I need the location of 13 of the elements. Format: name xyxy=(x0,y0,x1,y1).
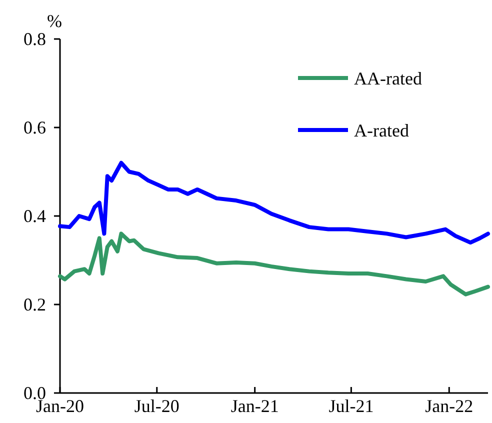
line-series xyxy=(58,232,490,296)
line-series xyxy=(58,160,490,245)
x-tick-label: Jul-20 xyxy=(134,396,180,416)
legend-label: AA-rated xyxy=(354,68,422,88)
y-tick-label: 0.8 xyxy=(24,28,46,49)
y-axis-title: % xyxy=(47,11,62,31)
x-tick-label: Jan-22 xyxy=(425,396,474,416)
y-tick-label: 0.6 xyxy=(24,117,46,138)
y-tick-label: 0.4 xyxy=(24,206,46,226)
x-tick-label: Jan-21 xyxy=(230,396,279,416)
x-tick-label: Jul-21 xyxy=(328,396,374,416)
y-tick-label: 0.2 xyxy=(24,294,46,314)
legend-label: A-rated xyxy=(354,120,409,140)
